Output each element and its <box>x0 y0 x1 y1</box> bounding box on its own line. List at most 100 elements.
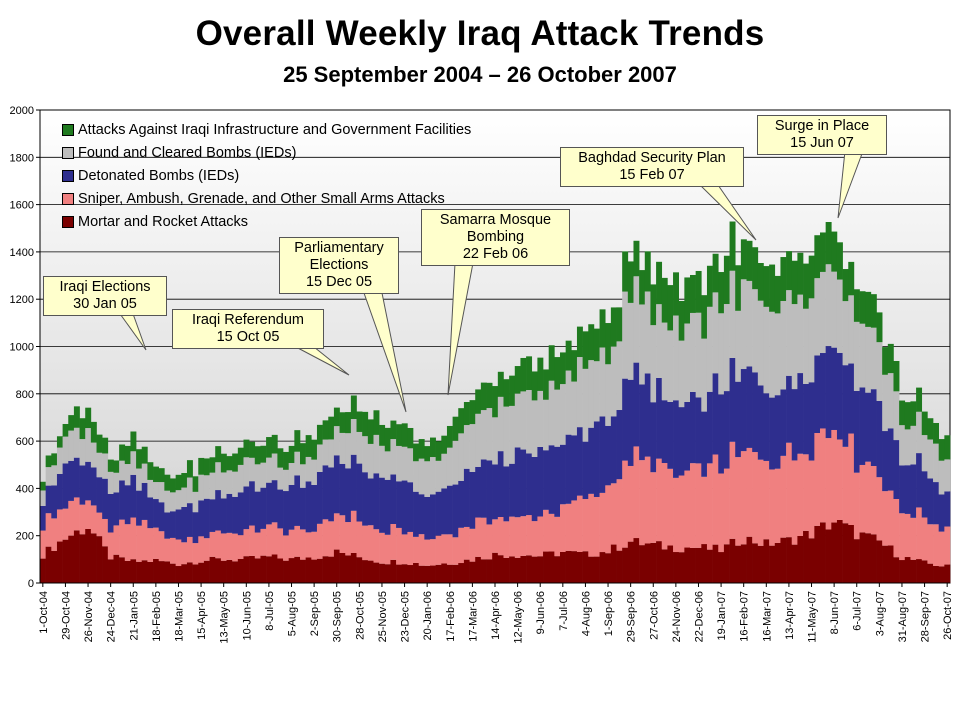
bar-segment <box>927 524 934 564</box>
x-tick-label: 16-Feb-07 <box>739 591 751 642</box>
bar-segment <box>56 447 63 474</box>
bar-segment <box>718 313 725 395</box>
bar-segment <box>254 464 261 492</box>
bar-segment <box>944 459 951 492</box>
bar-segment <box>910 517 917 560</box>
bar-segment <box>198 536 205 563</box>
bar-segment <box>690 391 696 464</box>
bar-segment <box>831 522 838 583</box>
bar-segment <box>492 552 499 583</box>
bar-segment <box>283 469 289 492</box>
bar-segment <box>124 524 131 561</box>
bar-segment <box>68 415 75 431</box>
bar-segment <box>175 509 182 540</box>
bar-segment <box>836 519 843 583</box>
bar-segment <box>316 558 323 583</box>
bar-segment <box>904 557 911 583</box>
bar-segment <box>593 361 600 422</box>
bar-segment <box>322 465 329 520</box>
bar-segment <box>198 562 205 583</box>
bar-segment <box>350 395 357 420</box>
y-tick-label: 1600 <box>10 200 34 212</box>
bar-segment <box>226 456 233 471</box>
bar-segment <box>396 445 403 482</box>
bar-segment <box>396 481 403 528</box>
bar-segment <box>616 550 623 583</box>
y-tick-label: 1400 <box>10 247 34 259</box>
bar-segment <box>876 477 883 541</box>
bar-segment <box>300 443 306 465</box>
bar-segment <box>249 441 256 458</box>
bar-segment <box>339 463 346 516</box>
bar-segment <box>520 357 527 392</box>
bar-segment <box>763 266 770 307</box>
bar-segment <box>164 561 171 583</box>
x-tick-label: 9-Jun-06 <box>535 591 547 634</box>
bar-segment <box>780 257 787 301</box>
bar-segment <box>848 524 855 583</box>
bar-segment <box>808 382 815 461</box>
bar-segment <box>644 373 651 457</box>
bar-segment <box>45 467 52 486</box>
bar-segment <box>379 477 386 533</box>
bar-segment <box>582 331 589 369</box>
bar-segment <box>68 535 75 583</box>
bar-segment <box>904 513 911 558</box>
bar-segment <box>40 505 46 531</box>
bar-segment <box>616 341 623 411</box>
bar-segment <box>271 453 278 481</box>
bar-segment <box>639 270 646 305</box>
bar-segment <box>899 425 906 466</box>
bar-segment <box>684 470 691 548</box>
bar-segment <box>181 506 188 543</box>
bar-segment <box>288 529 295 559</box>
bar-segment <box>333 549 340 583</box>
bar-segment <box>887 545 894 583</box>
bar-segment <box>831 231 838 272</box>
bar-segment <box>927 439 934 479</box>
bar-segment <box>283 451 289 470</box>
bar-segment <box>102 546 109 583</box>
bar-segment <box>814 235 821 279</box>
bar-segment <box>921 471 928 518</box>
bar-segment <box>220 472 227 499</box>
bar-segment <box>526 453 533 516</box>
bar-segment <box>452 440 459 485</box>
bar-segment <box>480 517 487 560</box>
bar-segment <box>695 397 702 464</box>
bar-segment <box>859 291 866 324</box>
bar-segment <box>882 374 889 432</box>
bar-segment <box>571 435 578 501</box>
bar-segment <box>882 491 889 546</box>
bar-segment <box>124 485 131 525</box>
bar-segment <box>599 492 606 553</box>
bar-segment <box>763 460 770 540</box>
bar-segment <box>780 389 787 456</box>
bar-segment <box>757 263 764 301</box>
bar-segment <box>938 460 945 495</box>
bar-segment <box>718 272 725 314</box>
bar-segment <box>757 385 764 460</box>
x-tick-label: 24-Dec-04 <box>106 591 118 642</box>
bar-segment <box>763 306 770 394</box>
bar-segment <box>752 452 759 544</box>
bar-segment <box>610 307 617 347</box>
bar-segment <box>373 410 380 435</box>
bar-segment <box>509 405 516 464</box>
bar-segment <box>808 255 815 299</box>
bar-segment <box>56 509 63 542</box>
bar-segment <box>746 536 753 583</box>
bar-segment <box>51 518 58 551</box>
bar-segment <box>124 445 131 465</box>
bar-segment <box>40 558 46 583</box>
annotation-text: Baghdad Security Plan <box>578 150 726 166</box>
bar-segment <box>384 534 391 565</box>
bar-segment <box>548 445 555 514</box>
bar-segment <box>266 524 273 557</box>
bar-segment <box>407 531 414 566</box>
bar-segment <box>170 563 176 583</box>
bar-segment <box>249 457 256 482</box>
bar-segment <box>362 525 369 561</box>
bar-segment <box>463 468 470 527</box>
bar-segment <box>582 499 589 552</box>
